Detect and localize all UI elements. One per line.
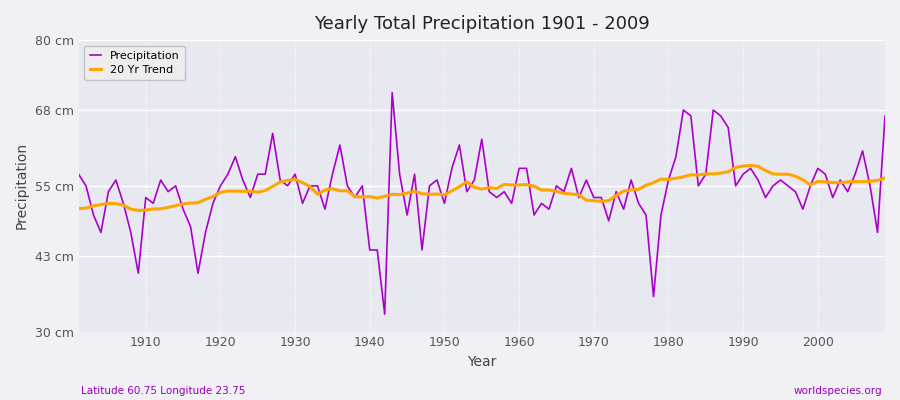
Line: Precipitation: Precipitation xyxy=(78,92,885,314)
20 Yr Trend xyxy=(611,193,622,198)
Precipitation xyxy=(342,184,353,188)
Precipitation xyxy=(387,90,398,95)
Text: worldspecies.org: worldspecies.org xyxy=(794,386,882,396)
X-axis label: Year: Year xyxy=(467,355,497,369)
Line: 20 Yr Trend: 20 Yr Trend xyxy=(78,166,885,210)
Precipitation xyxy=(879,114,890,118)
20 Yr Trend xyxy=(521,182,532,187)
Y-axis label: Precipitation: Precipitation xyxy=(15,142,29,230)
20 Yr Trend xyxy=(304,184,315,189)
Title: Yearly Total Precipitation 1901 - 2009: Yearly Total Precipitation 1901 - 2009 xyxy=(314,15,650,33)
20 Yr Trend xyxy=(140,208,151,212)
Precipitation xyxy=(297,201,308,206)
Precipitation xyxy=(528,212,539,217)
Precipitation xyxy=(618,207,629,212)
Precipitation xyxy=(73,172,84,176)
20 Yr Trend xyxy=(73,206,84,211)
Precipitation xyxy=(379,312,390,316)
20 Yr Trend xyxy=(133,208,144,213)
20 Yr Trend xyxy=(349,194,360,199)
20 Yr Trend xyxy=(514,182,525,187)
Precipitation xyxy=(521,166,532,171)
Legend: Precipitation, 20 Yr Trend: Precipitation, 20 Yr Trend xyxy=(84,46,185,80)
20 Yr Trend xyxy=(879,176,890,180)
Text: Latitude 60.75 Longitude 23.75: Latitude 60.75 Longitude 23.75 xyxy=(81,386,246,396)
20 Yr Trend xyxy=(745,163,756,168)
Precipitation xyxy=(133,271,144,276)
